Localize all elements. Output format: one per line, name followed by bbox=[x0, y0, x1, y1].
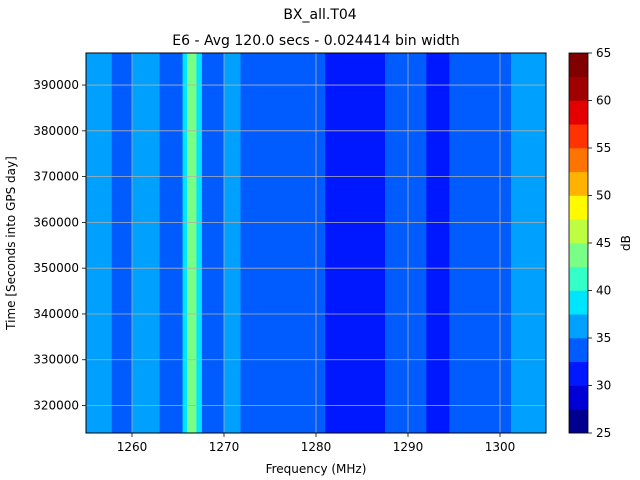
y-tick-label: 370000 bbox=[33, 170, 79, 184]
colorbar-segment bbox=[569, 100, 588, 125]
colorbar-tick-label: 55 bbox=[596, 141, 611, 155]
colorbar-tick-label: 35 bbox=[596, 331, 611, 345]
colorbar-segment bbox=[569, 290, 588, 315]
heatmap-band-14 bbox=[435, 53, 450, 433]
heatmap-band-12 bbox=[385, 53, 427, 433]
colorbar-segment bbox=[569, 76, 588, 101]
colorbar-tick-label: 30 bbox=[596, 379, 611, 393]
x-tick-label: 1290 bbox=[393, 440, 424, 454]
heatmap-band-8 bbox=[201, 53, 225, 433]
colorbar-tick-label: 65 bbox=[596, 46, 611, 60]
colorbar-segment bbox=[569, 409, 588, 434]
colorbar-segment bbox=[569, 243, 588, 268]
grid-lines bbox=[86, 53, 546, 433]
heatmap-band-3 bbox=[141, 53, 161, 433]
colorbar-tick-label: 40 bbox=[596, 284, 611, 298]
y-tick-label: 330000 bbox=[33, 353, 79, 367]
colorbar-tick-label: 60 bbox=[596, 94, 611, 108]
heatmap-band-2 bbox=[132, 53, 142, 433]
y-tick-label: 380000 bbox=[33, 124, 79, 138]
y-tick-label: 350000 bbox=[33, 261, 79, 275]
colorbar-segment bbox=[569, 171, 588, 196]
colorbar-label: dB bbox=[619, 235, 633, 251]
heatmap-band-10 bbox=[240, 53, 326, 433]
heatmap-band-0 bbox=[86, 53, 113, 433]
colorbar-segment bbox=[569, 219, 588, 244]
colorbar-segment bbox=[569, 124, 588, 149]
colorbar-ticks: 25 30 35 40 45 50 55 60 65 bbox=[588, 46, 611, 440]
x-tick-label: 1280 bbox=[301, 440, 332, 454]
chart-title: BX_all.T04 bbox=[283, 7, 356, 23]
y-axis-ticks: 320000 330000 340000 350000 360000 370000 3800… bbox=[33, 78, 86, 413]
plot-area bbox=[86, 53, 546, 433]
heatmap-band-4 bbox=[159, 53, 184, 433]
heatmap-band-7 bbox=[196, 53, 203, 433]
heatmap-band-16 bbox=[511, 53, 525, 433]
x-tick-label: 1300 bbox=[485, 440, 516, 454]
heatmap-band-13 bbox=[426, 53, 437, 433]
heatmap-band-1 bbox=[111, 53, 133, 433]
colorbar-segment bbox=[569, 195, 588, 220]
colorbar-tick-label: 25 bbox=[596, 426, 611, 440]
colorbar-segment bbox=[569, 53, 588, 78]
y-tick-label: 390000 bbox=[33, 78, 79, 92]
x-axis-label: Frequency (MHz) bbox=[266, 462, 367, 476]
x-axis-ticks: 1260 1270 1280 1290 1300 bbox=[117, 433, 516, 454]
heatmap-band-11 bbox=[325, 53, 386, 433]
y-tick-label: 320000 bbox=[33, 399, 79, 413]
heatmap-cells bbox=[86, 53, 546, 433]
x-tick-label: 1260 bbox=[117, 440, 148, 454]
heatmap-band-9 bbox=[224, 53, 242, 433]
colorbar-segment bbox=[569, 361, 588, 386]
y-axis-label: Time [Seconds into GPS day] bbox=[4, 156, 18, 331]
colorbar-segment bbox=[569, 338, 588, 363]
y-tick-label: 360000 bbox=[33, 215, 79, 229]
heatmap-band-6 bbox=[187, 53, 197, 433]
colorbar-segment bbox=[569, 385, 588, 410]
heatmap-band-15 bbox=[449, 53, 512, 433]
heatmap-band-17 bbox=[523, 53, 546, 433]
colorbar-tick-label: 45 bbox=[596, 236, 611, 250]
y-tick-label: 340000 bbox=[33, 307, 79, 321]
colorbar-segment bbox=[569, 266, 588, 291]
colorbar-segment bbox=[569, 314, 588, 339]
x-tick-label: 1270 bbox=[209, 440, 240, 454]
colorbar-tick-label: 50 bbox=[596, 189, 611, 203]
colorbar-segment bbox=[569, 148, 588, 173]
heatmap-band-5 bbox=[182, 53, 188, 433]
colorbar bbox=[568, 52, 589, 434]
chart-subtitle: E6 - Avg 120.0 secs - 0.024414 bin width bbox=[172, 33, 459, 49]
